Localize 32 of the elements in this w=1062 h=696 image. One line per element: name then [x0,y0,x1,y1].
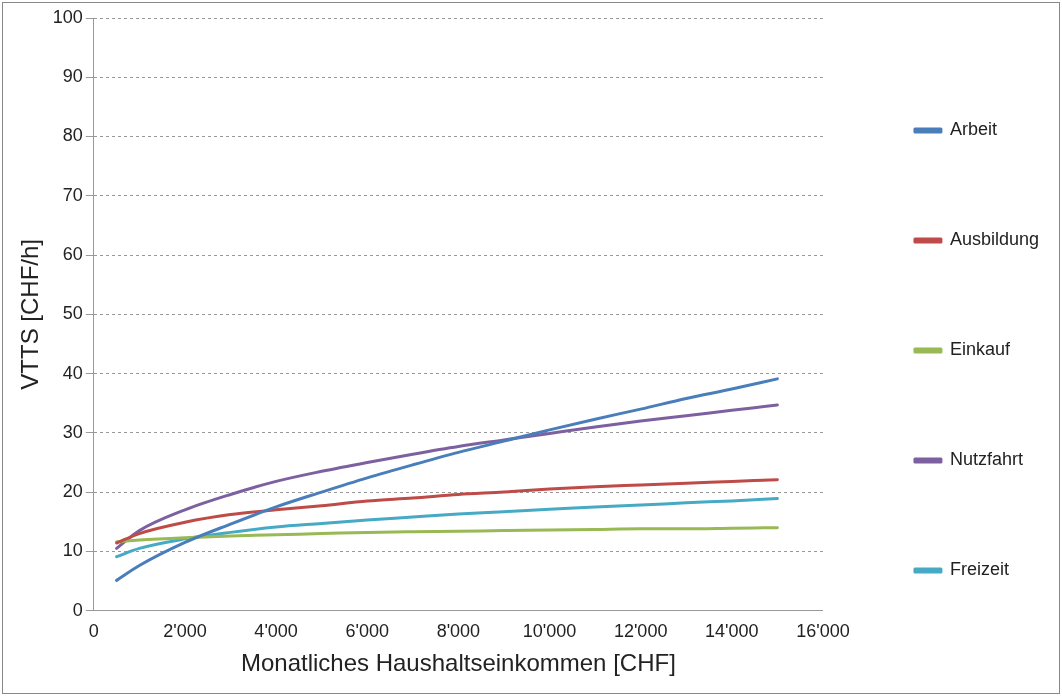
x-tick-label: 0 [88,621,99,642]
legend-label: Arbeit [949,119,997,140]
y-tick-label: 40 [62,362,83,383]
legend-label: Freizeit [949,559,1009,580]
x-tick-label: 10'000 [522,621,577,642]
x-tick-label: 2'000 [163,621,207,642]
y-axis-title: VTTS [CHF/h] [16,238,44,390]
y-tick-label: 0 [72,599,83,620]
y-tick-label: 80 [62,125,83,146]
y-tick-label: 100 [52,6,83,27]
y-tick-label: 10 [62,540,83,561]
y-tick-label: 30 [62,421,83,442]
x-tick-label: 16'000 [796,621,850,642]
y-tick-label: 20 [62,481,83,502]
y-tick-label: 50 [62,303,83,324]
legend-label: Ausbildung [949,229,1040,250]
y-tick-label: 70 [62,184,83,205]
x-tick-label: 4'000 [254,621,298,642]
line-series [115,403,779,550]
line-series [115,497,779,559]
line-series [115,377,779,582]
legend-label: Einkauf [949,339,1011,360]
line-series [115,478,779,545]
y-tick-label: 60 [62,244,83,265]
y-tick-label: 90 [62,66,83,87]
x-tick-label: 12'000 [613,621,668,642]
x-tick-label: 14'000 [705,621,759,642]
x-axis-title: Monatliches Haushaltseinkommen [CHF] [240,649,676,677]
legend-label: Nutzfahrt [949,449,1023,470]
x-tick-label: 8'000 [436,621,481,642]
line-series [115,526,779,544]
x-tick-label: 6'000 [345,621,389,642]
